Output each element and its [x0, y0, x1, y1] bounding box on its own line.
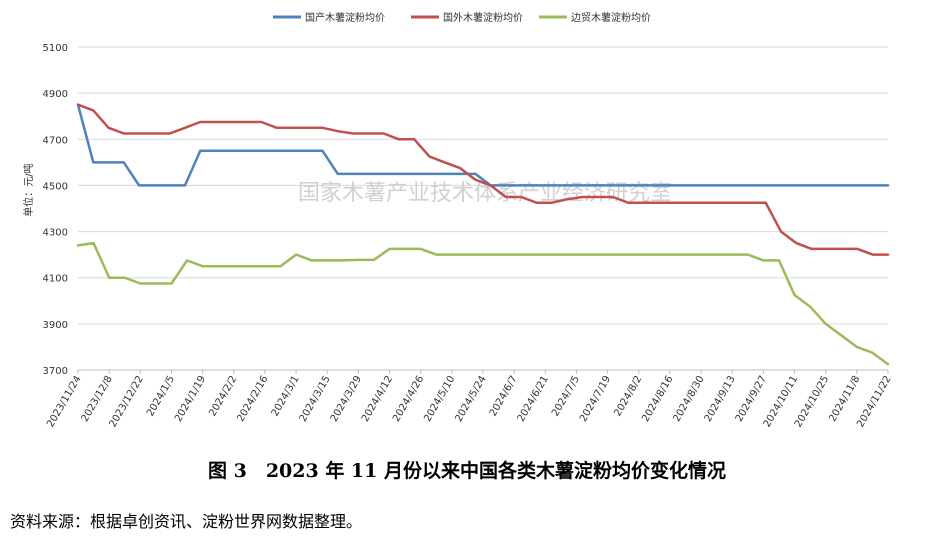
x-tick-label: 2024/5/10 [422, 374, 457, 424]
series-line-2 [76, 103, 890, 256]
x-tick-label: 2024/8/30 [672, 374, 707, 424]
x-tick-label: 2024/9/27 [734, 374, 769, 424]
line-chart: 国产木薯淀粉均价 国外木薯淀粉均价 边贸木薯淀粉均价 国家木薯产业技术体系产业经济研… [22, 11, 894, 429]
y-tick-label: 4500 [43, 181, 68, 192]
x-tick-label: 2024/7/19 [578, 374, 613, 424]
x-tick-label: 2024/8/2 [612, 374, 644, 418]
x-tick-label: 2024/11/22 [855, 374, 893, 429]
x-tick-label: 2024/8/16 [640, 374, 675, 424]
y-tick-label: 4300 [43, 228, 68, 239]
x-tick-label: 2024/11/8 [827, 374, 862, 424]
x-tick-label: 2024/10/25 [793, 374, 831, 429]
series-line-1 [76, 103, 890, 187]
x-tick-label: 2024/2/2 [207, 374, 239, 418]
series-line-3 [76, 241, 890, 366]
y-tick-label: 4700 [43, 135, 68, 146]
x-tick-label: 2023/11/24 [45, 374, 83, 429]
y-tick-label: 4900 [43, 89, 68, 100]
y-tick-label: 5100 [43, 43, 68, 54]
x-tick-label: 2024/1/19 [173, 374, 208, 424]
x-tick-label: 2024/3/29 [329, 374, 364, 424]
figure-caption: 图 3 2023 年 11 月份以来中国各类木薯淀粉均价变化情况 [207, 460, 726, 482]
x-tick-label: 2023/12/22 [108, 374, 146, 429]
x-tick-label: 2024/5/24 [453, 374, 488, 424]
x-tick-label: 2024/4/12 [360, 374, 395, 424]
x-tick-label: 2024/1/5 [145, 374, 177, 418]
x-tick-label: 2024/2/16 [235, 374, 270, 424]
legend-label: 国外木薯淀粉均价 [443, 11, 523, 24]
grid-lines [78, 46, 888, 371]
x-tick-label: 2024/9/13 [703, 374, 738, 424]
x-tick-label: 2024/3/15 [298, 374, 333, 424]
x-tick-label: 2024/3/1 [270, 374, 302, 418]
x-tick-label: 2023/12/8 [80, 374, 115, 424]
legend: 国产木薯淀粉均价 国外木薯淀粉均价 边贸木薯淀粉均价 [273, 11, 651, 24]
y-tick-label: 4100 [43, 274, 68, 285]
x-tick-label: 2024/6/21 [516, 374, 551, 424]
y-tick-label: 3900 [43, 320, 68, 331]
x-tick-label: 2024/4/26 [391, 374, 426, 424]
x-tick-label: 2024/6/7 [488, 374, 520, 418]
data-source-note: 资料来源：根据卓创资讯、淀粉世界网数据整理。 [10, 512, 363, 531]
series-lines [76, 103, 890, 366]
y-tick-label: 3700 [43, 366, 68, 377]
y-axis: 3700 3900 4100 4300 4500 4700 4900 5100 [43, 43, 68, 377]
legend-label: 国产木薯淀粉均价 [305, 11, 385, 24]
x-tick-label: 2024/7/5 [550, 374, 582, 418]
legend-label: 边贸木薯淀粉均价 [571, 11, 651, 24]
y-axis-label: 单位：元/吨 [22, 163, 35, 216]
